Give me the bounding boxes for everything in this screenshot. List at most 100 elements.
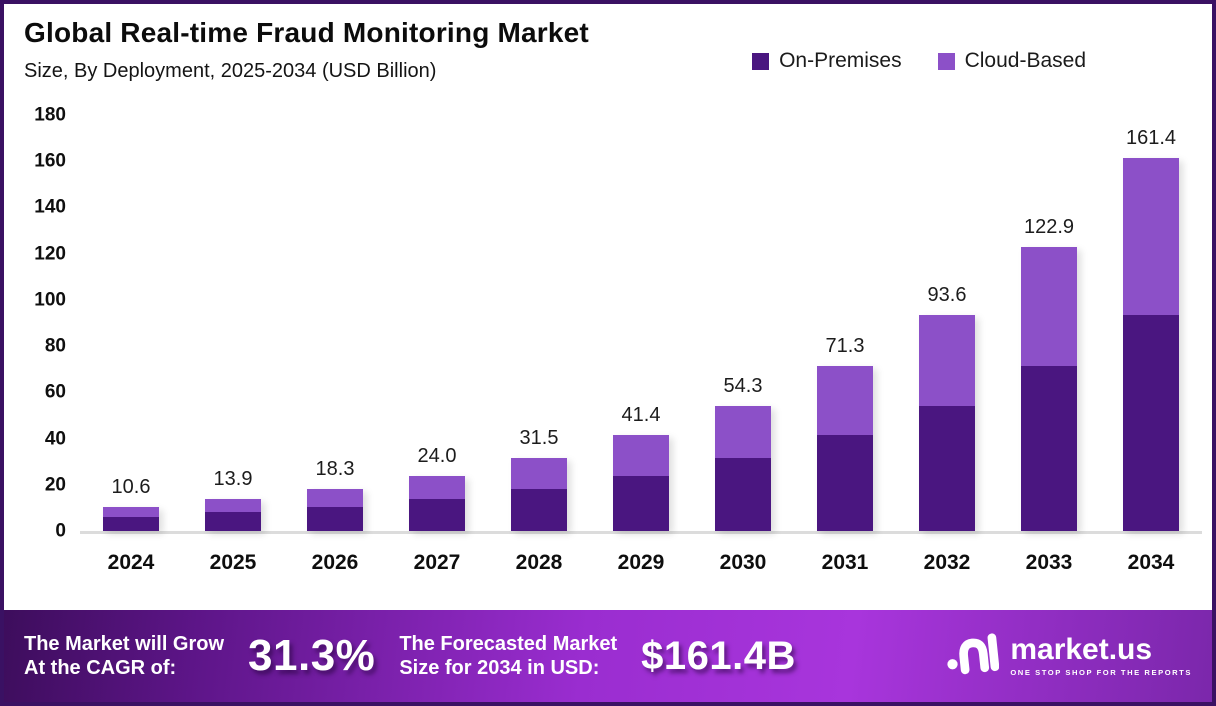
stacked-bar [511,458,567,531]
bar-segment-on-premises [307,506,363,531]
bar-total-label: 24.0 [417,444,457,467]
bar-segment-cloud-based [511,458,567,489]
x-axis-label-2026: 2026 [311,551,359,574]
x-axis-label-2025: 2025 [209,551,257,574]
x-axis-label-2032: 2032 [923,551,971,574]
y-tick-label: 180 [34,104,66,126]
bar-segment-cloud-based [103,506,159,517]
legend-item-cloud-based: Cloud-Based [937,49,1086,73]
brand-text: market.us ONE STOP SHOP FOR THE REPORTS [1010,633,1192,678]
stacked-bar [715,405,771,531]
bar-segment-on-premises [103,516,159,531]
legend-label: On-Premises [779,49,902,72]
chart-area: 180 160 140 120 100 80 60 40 20 0 10.6 13.9 18.3 24.… [4,106,1212,541]
bar-segment-on-premises [1123,314,1179,531]
stacked-bar [307,488,363,531]
y-tick-label: 120 [34,243,66,265]
stacked-bar [205,498,261,531]
bar-column-2031: 71.3 [794,115,896,531]
bar-column-2028: 31.5 [488,115,590,531]
y-tick-label: 20 [44,474,66,496]
bar-segment-on-premises [409,498,465,531]
y-tick-label: 140 [34,196,66,218]
x-axis-label-2031: 2031 [821,551,869,574]
bar-segment-on-premises [511,488,567,531]
x-axis-label-2029: 2029 [617,551,665,574]
bar-segment-cloud-based [817,366,873,436]
bar-segment-cloud-based [205,498,261,513]
legend-item-on-premises: On-Premises [752,49,902,73]
bar-segment-on-premises [715,458,771,531]
bar-column-2024: 10.6 [80,115,182,531]
bar-segment-cloud-based [613,435,669,476]
cagr-value: 31.3% [248,631,376,680]
x-axis-labels: 2024 2025 2026 2027 2028 2029 2030 2031 2032 2033… [80,534,1202,575]
bar-column-2030: 54.3 [692,115,794,531]
bar-column-2029: 41.4 [590,115,692,531]
x-axis-label-2034: 2034 [1127,551,1175,574]
stacked-bar [817,366,873,531]
x-axis-label-2033: 2033 [1025,551,1073,574]
bar-segment-on-premises [817,435,873,531]
bar-column-2034: 161.4 [1100,115,1202,531]
bar-total-label: 122.9 [1023,215,1075,238]
page-title: Global Real-time Fraud Monitoring Market [24,17,589,48]
forecast-value: $161.4B [641,633,796,678]
bar-total-label: 54.3 [723,374,763,397]
bar-segment-cloud-based [307,488,363,507]
bar-column-2027: 24.0 [386,115,488,531]
page-subtitle: Size, By Deployment, 2025-2034 (USD Bill… [24,60,437,82]
legend-swatch [937,52,955,70]
stacked-bar [919,314,975,531]
bar-column-2032: 93.6 [896,115,998,531]
stacked-bar [1123,158,1179,531]
bar-segment-on-premises [205,512,261,531]
chart-header: Global Real-time Fraud Monitoring Market… [4,4,1212,83]
bar-total-label: 31.5 [519,427,559,450]
bar-total-label: 10.6 [111,475,151,498]
bar-segment-cloud-based [715,405,771,459]
y-tick-label: 100 [34,289,66,311]
bar-segment-cloud-based [1123,158,1179,315]
stacked-bar [1021,246,1077,531]
bar-total-label: 161.4 [1125,127,1177,149]
forecast-label: The Forecasted Market Size for 2034 in U… [399,633,618,679]
brand-name: market.us [1010,633,1153,666]
brand-logo: market.us ONE STOP SHOP FOR THE REPORTS [947,631,1192,682]
bar-total-label: 18.3 [315,457,355,480]
bar-column-2025: 13.9 [182,115,284,531]
y-tick-label: 80 [44,335,66,357]
bar-column-2033: 122.9 [998,115,1100,531]
stacked-bar [409,475,465,531]
legend-swatch [752,52,770,70]
y-tick-label: 160 [34,150,66,172]
y-axis: 180 160 140 120 100 80 60 40 20 0 [4,106,80,541]
legend: On-Premises Cloud-Based [752,49,1086,73]
bar-segment-cloud-based [409,475,465,499]
x-axis-label-2030: 2030 [719,551,767,574]
bar-segment-on-premises [1021,366,1077,531]
brand-tagline: ONE STOP SHOP FOR THE REPORTS [1010,668,1192,677]
bar-segment-cloud-based [1021,246,1077,367]
bar-total-label: 41.4 [621,404,661,427]
footer-banner: The Market will Grow At the CAGR of: 31.… [4,610,1212,702]
stacked-bar [613,435,669,531]
bar-total-label: 13.9 [213,467,253,490]
x-axis-label-2028: 2028 [515,551,563,574]
bar-column-2026: 18.3 [284,115,386,531]
bar-segment-on-premises [919,405,975,531]
x-axis-label-2027: 2027 [413,551,461,574]
y-tick-label: 60 [44,381,66,403]
x-axis-label-2024: 2024 [107,551,155,574]
market-us-logo-icon [947,631,1000,682]
legend-label: Cloud-Based [964,49,1086,72]
y-tick-label: 40 [44,428,66,450]
bar-total-label: 93.6 [927,283,967,306]
bar-total-label: 71.3 [825,335,865,358]
cagr-label: The Market will Grow At the CAGR of: [24,633,225,679]
bar-segment-cloud-based [919,314,975,406]
bar-segment-on-premises [613,475,669,531]
stacked-bar [103,506,159,531]
plot-area: 10.6 13.9 18.3 24.0 31.5 41.4 54.3 71.3 93.6 122.… [80,115,1202,534]
